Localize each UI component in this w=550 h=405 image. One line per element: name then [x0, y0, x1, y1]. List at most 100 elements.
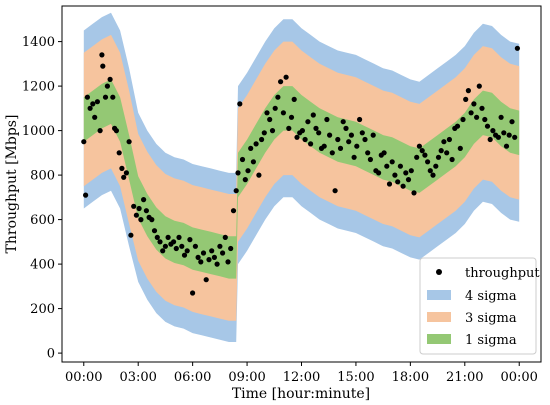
sigma-bands	[83, 12, 520, 342]
data-point	[250, 159, 256, 165]
data-point	[370, 132, 376, 138]
data-point	[503, 143, 510, 149]
data-point	[116, 150, 122, 156]
data-point	[157, 239, 163, 245]
data-point	[187, 237, 193, 243]
data-point	[94, 99, 100, 105]
data-point	[427, 168, 433, 174]
data-point	[435, 154, 442, 160]
legend-throughput-label: throughput	[465, 266, 540, 281]
data-point	[261, 130, 267, 136]
data-point	[222, 234, 228, 240]
legend-1sigma-swatch	[427, 334, 451, 344]
data-point	[259, 136, 265, 143]
data-point	[444, 150, 450, 156]
data-point	[245, 168, 251, 174]
data-point	[479, 105, 485, 111]
data-point	[110, 94, 116, 100]
data-point	[495, 134, 501, 140]
data-point	[104, 83, 110, 89]
data-point	[446, 136, 452, 143]
data-point	[149, 217, 155, 223]
y-axis-ticks: 0 200 400 600 800 1000 1200 1400	[22, 35, 62, 362]
data-point	[203, 277, 209, 283]
data-point	[463, 96, 469, 102]
data-point	[233, 188, 239, 194]
data-point	[165, 234, 171, 240]
data-point	[269, 128, 276, 134]
data-point	[408, 168, 414, 174]
data-point	[484, 123, 491, 129]
data-point	[206, 257, 212, 263]
throughput-points	[81, 45, 521, 296]
data-point	[476, 83, 482, 89]
data-point	[395, 179, 401, 185]
data-point	[337, 145, 344, 151]
data-point	[327, 132, 333, 138]
y-tick-label: 200	[30, 302, 55, 317]
data-point	[362, 136, 368, 143]
data-point	[235, 170, 241, 176]
data-point	[313, 125, 319, 131]
data-point	[348, 132, 354, 138]
data-point	[392, 172, 398, 178]
data-point	[209, 248, 215, 254]
data-point	[335, 136, 341, 143]
data-point	[422, 152, 428, 158]
data-point	[214, 261, 220, 267]
data-point	[198, 259, 204, 265]
x-tick-label: 09:00	[228, 370, 265, 385]
data-point	[310, 112, 316, 118]
x-tick-label: 06:00	[174, 370, 211, 385]
data-point	[343, 125, 349, 131]
data-point	[256, 172, 262, 178]
data-point	[228, 245, 234, 252]
data-point	[329, 150, 335, 156]
data-point	[286, 125, 292, 131]
data-point	[351, 154, 357, 160]
data-point	[321, 143, 327, 149]
data-point	[468, 110, 474, 116]
data-point	[509, 119, 515, 125]
x-tick-label: 12:00	[283, 370, 320, 385]
data-point	[340, 119, 346, 125]
y-tick-label: 0	[47, 347, 55, 362]
data-point	[239, 156, 246, 163]
data-point	[449, 156, 455, 163]
data-point	[151, 228, 158, 234]
data-point	[365, 150, 371, 156]
data-point	[376, 170, 382, 176]
data-point	[316, 130, 322, 136]
data-point	[211, 254, 217, 260]
data-point	[81, 139, 87, 145]
data-point	[141, 197, 147, 203]
data-point	[253, 141, 259, 147]
data-point	[272, 105, 278, 111]
legend-box	[419, 257, 537, 355]
data-point	[143, 208, 149, 214]
y-tick-label: 1200	[22, 80, 55, 95]
x-tick-label: 21:00	[446, 370, 483, 385]
data-point	[414, 154, 420, 160]
x-tick-label: 15:00	[337, 370, 374, 385]
data-point	[438, 148, 444, 154]
data-point	[217, 243, 223, 249]
data-point	[248, 145, 254, 151]
data-point	[460, 116, 466, 123]
data-point	[381, 150, 387, 156]
data-point	[136, 205, 142, 212]
data-point	[133, 212, 139, 218]
data-point	[97, 128, 103, 134]
data-point	[230, 208, 237, 214]
data-point	[471, 101, 477, 107]
data-point	[288, 114, 295, 120]
data-point	[465, 88, 471, 94]
y-tick-label: 400	[30, 258, 55, 273]
data-point	[425, 159, 431, 165]
data-point	[278, 79, 284, 85]
data-point	[359, 130, 365, 136]
data-point	[275, 94, 281, 100]
legend: throughput 4 sigma 3 sigma 1 sigma	[419, 257, 540, 355]
y-tick-label: 1400	[22, 35, 55, 50]
data-point	[280, 110, 286, 116]
